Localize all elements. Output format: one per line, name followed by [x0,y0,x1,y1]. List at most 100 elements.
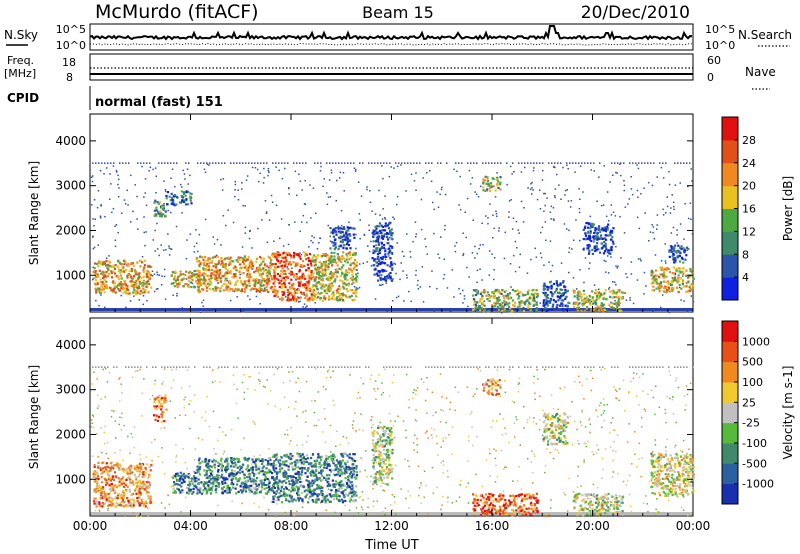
echo-cell [196,269,199,272]
scatter-point [422,381,425,383]
scatter-point [170,211,172,214]
colorbar-tick-label: 4 [742,271,749,284]
echo-cell [166,203,169,206]
scatter-point [220,244,222,246]
scatter-point [572,491,575,493]
scatter-point [368,224,370,226]
echo-cell [528,297,531,300]
scatter-point [310,217,312,219]
scatter-point [686,310,689,313]
scatter-point [615,171,617,174]
scatter-point [371,426,373,429]
scatter-point [332,370,334,372]
echo-cell [599,304,602,307]
scatter-point [153,290,156,293]
scatter-point [532,482,534,484]
echo-cell [555,289,558,292]
scatter-point [98,509,101,511]
scatter-point [639,258,642,260]
scatter-point [690,168,692,170]
scatter-point [579,269,581,271]
echo-cell [155,206,158,209]
range-gate-dot [173,366,175,368]
scatter-point [254,389,256,391]
scatter-point [153,383,156,385]
scatter-point [129,452,131,455]
echo-cell [193,273,196,276]
scatter-point [95,433,98,435]
echo-cell [390,263,393,266]
echo-cell [665,281,668,284]
echo-cell [162,204,165,207]
echo-cell [196,289,200,292]
range-gate-dot [128,162,130,164]
scatter-point [234,180,236,183]
scatter-point [465,486,468,488]
echo-cell [265,278,268,281]
echo-cell [246,258,249,261]
echo-cell [287,252,291,255]
scatter-point [458,287,460,290]
scatter-point [640,475,642,478]
echo-cell [228,280,232,283]
scatter-point [168,247,171,249]
scatter-point [647,393,649,395]
range-gate-dot [317,366,319,368]
echo-cell [547,296,550,299]
range-gate-dot [641,162,643,164]
scatter-point [145,456,148,458]
scatter-point [496,172,498,174]
scatter-point [313,411,316,414]
scatter-point [268,171,270,174]
scatter-point [671,194,673,196]
echo-cell [217,261,220,264]
echo-cell [189,195,192,198]
echo-cell [282,272,285,275]
scatter-point [255,472,257,475]
echo-cell [498,299,501,302]
echo-cell [290,278,293,281]
echo-cell [102,494,105,497]
scatter-point [222,453,224,455]
echo-cell [233,274,236,277]
echo-cell [170,282,173,285]
range-gate-dot [572,162,574,164]
range-gate-dot [239,162,241,164]
scatter-point [344,504,346,507]
echo-cell [121,284,124,287]
scatter-point [104,396,106,398]
scatter-point [193,251,196,253]
echo-cell [655,281,658,284]
echo-cell [618,290,621,293]
scatter-point [291,267,293,269]
scatter-point [418,487,421,489]
echo-cell [542,299,546,302]
scatter-point [349,374,351,376]
echo-cell [692,277,695,280]
echo-cell [679,267,682,270]
echo-cell [672,287,675,290]
echo-cell [148,282,151,285]
scatter-point [114,420,117,422]
scatter-point [213,243,216,245]
echo-cell [344,236,348,239]
echo-cell [124,289,127,292]
range-gate-dot [314,162,316,164]
scatter-point [220,178,222,181]
scatter-point [609,431,611,434]
echo-cell [229,262,232,265]
echo-cell [526,292,529,296]
scatter-point [469,413,472,415]
scatter-point [437,454,439,456]
echo-cell [93,465,96,468]
scatter-point [198,233,201,236]
echo-cell [252,279,255,282]
scatter-point [264,200,267,202]
range-gate-dot [425,162,427,164]
scatter-point [660,166,663,169]
echo-cell [182,200,185,203]
echo-cell [286,253,289,257]
freq-panel [89,53,694,81]
echo-cell [324,269,327,272]
scatter-point [455,241,458,244]
